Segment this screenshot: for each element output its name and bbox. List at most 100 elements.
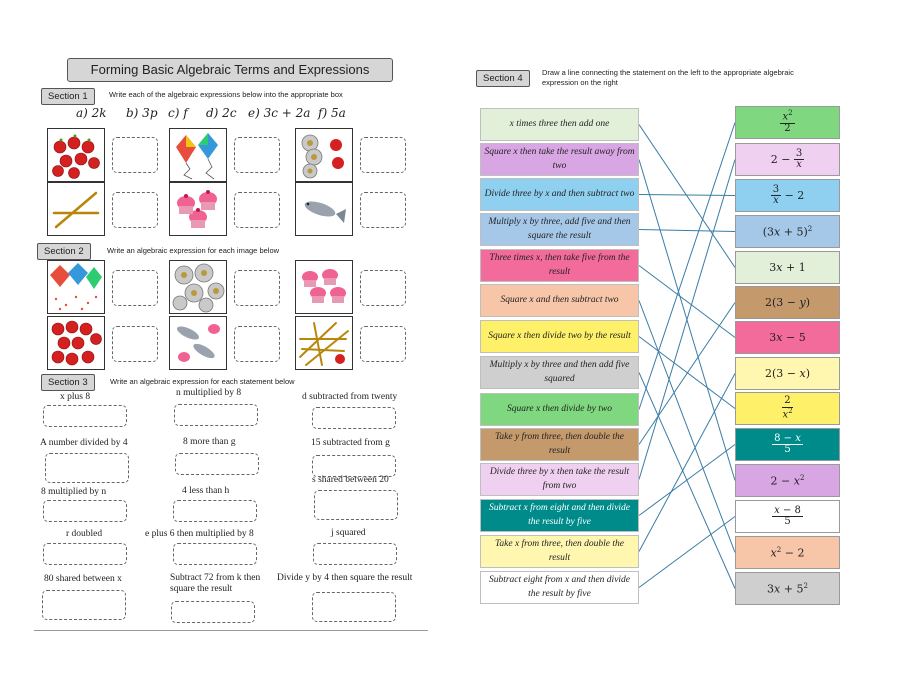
expression-e: e) 3c + 2a xyxy=(248,106,311,120)
statement-box[interactable]: Multiply x by three, add five and then s… xyxy=(480,213,639,246)
statement-answer-4-1[interactable] xyxy=(43,543,127,565)
statement-text: Take x from three, then double the resul… xyxy=(494,538,624,563)
answer-box-11[interactable] xyxy=(234,326,280,362)
coins-icon xyxy=(169,260,227,314)
expression-text: 2 x2 xyxy=(782,395,793,421)
answer-box-2[interactable] xyxy=(234,137,280,173)
answer-box-7[interactable] xyxy=(112,270,158,306)
statement-box[interactable]: Square x then divide by two xyxy=(480,393,639,426)
statement-answer-4-2[interactable] xyxy=(173,543,257,565)
section2-label: Section 2 xyxy=(37,243,91,260)
connection-line xyxy=(638,265,736,338)
section1-label: Section 1 xyxy=(41,88,95,105)
statement-answer-4-3[interactable] xyxy=(313,543,397,565)
statement-answer-3-1[interactable] xyxy=(43,500,127,522)
statement-box[interactable]: Three times x, then take five from the r… xyxy=(480,249,639,282)
expression-box[interactable]: 2(3 − x) xyxy=(735,357,840,390)
answer-box-5[interactable] xyxy=(234,192,280,228)
statement-answer-3-2[interactable] xyxy=(173,500,257,522)
statement-answer-2-3[interactable] xyxy=(312,455,396,477)
kites-and-dots-icon xyxy=(47,260,105,314)
statement-box[interactable]: Square x then divide two by the result xyxy=(480,320,639,353)
statement-text: Square x then divide by two xyxy=(507,403,612,414)
answer-box-12[interactable] xyxy=(360,326,406,362)
expression-text: 3x − 5 xyxy=(769,331,806,344)
section1-instruction: Write each of the algebraic expressions … xyxy=(109,90,343,99)
expression-box[interactable]: 2 x2 xyxy=(735,392,840,425)
statement-text: Divide three by x and then subtract two xyxy=(484,188,635,199)
statement-text: Square x then take the result away from … xyxy=(484,146,635,171)
answer-box-8[interactable] xyxy=(234,270,280,306)
statement-box[interactable]: Take x from three, then double the resul… xyxy=(480,535,639,568)
statement-4-1: r doubled xyxy=(66,529,103,539)
connection-line xyxy=(638,373,736,552)
statement-answer-5-2[interactable] xyxy=(171,601,255,623)
expression-text: 2(3 − y) xyxy=(764,296,810,309)
answer-box-10[interactable] xyxy=(112,326,158,362)
statement-text: Subtract eight from x and then divide th… xyxy=(488,574,631,599)
statement-answer-1-3[interactable] xyxy=(312,407,396,429)
statement-answer-1-1[interactable] xyxy=(43,405,127,427)
expression-d: d) 2c xyxy=(206,106,237,120)
answer-box-9[interactable] xyxy=(360,270,406,306)
statement-answer-2-2[interactable] xyxy=(175,453,259,475)
section4-instruction: Draw a line connecting the statement on … xyxy=(542,68,794,88)
expression-box[interactable]: x2 − 2 xyxy=(735,536,840,569)
statement-5-3: Divide y by 4 then square the result xyxy=(277,573,413,583)
expression-box[interactable]: 2 − x2 xyxy=(735,464,840,497)
statement-box[interactable]: Divide three by x then take the result f… xyxy=(480,463,639,496)
expression-text: x2 − 2 xyxy=(770,545,805,560)
statement-5-2: Subtract 72 from k then square the resul… xyxy=(170,573,261,595)
statement-answer-5-3[interactable] xyxy=(312,592,396,622)
statement-3-1: 8 multiplied by n xyxy=(41,487,107,497)
section2-instruction: Write an algebraic expression for each i… xyxy=(107,246,280,255)
answer-box-3[interactable] xyxy=(360,137,406,173)
statement-box[interactable]: Divide three by x and then subtract two xyxy=(480,178,639,211)
expression-box[interactable]: 2(3 − y) xyxy=(735,286,840,319)
statement-3-2: 4 less than h xyxy=(182,486,230,496)
statement-box[interactable]: Square x then take the result away from … xyxy=(480,143,639,176)
section1-expressions: a) 2k b) 3p c) f d) 2c e) 3c + 2a f) 5a xyxy=(76,106,376,122)
connection-line xyxy=(638,194,736,196)
statement-4-2: e plus 6 then multiplied by 8 xyxy=(145,529,254,539)
statement-answer-3-3[interactable] xyxy=(314,490,398,520)
statement-box[interactable]: Take y from three, then double the resul… xyxy=(480,428,639,461)
connection-line xyxy=(638,302,736,445)
expression-box[interactable]: x2 2 xyxy=(735,106,840,139)
expression-b: b) 3p xyxy=(126,106,158,120)
answer-box-6[interactable] xyxy=(360,192,406,228)
cupcakes-icon xyxy=(169,182,227,236)
statement-box[interactable]: Multiply x by three and then add five sq… xyxy=(480,356,639,389)
statement-box[interactable]: Subtract x from eight and then divide th… xyxy=(480,499,639,532)
expression-box[interactable]: 3x + 52 xyxy=(735,572,840,605)
statement-text: Subtract x from eight and then divide th… xyxy=(488,502,631,527)
statement-4-3: j squared xyxy=(331,528,366,538)
statement-text: Multiply x by three, add five and then s… xyxy=(488,216,631,241)
statement-answer-5-1[interactable] xyxy=(42,590,126,620)
apples-icon xyxy=(47,316,105,370)
statement-answer-1-2[interactable] xyxy=(174,404,258,426)
statement-box[interactable]: x times three then add one xyxy=(480,108,639,141)
connection-line xyxy=(638,372,736,589)
answer-box-1[interactable] xyxy=(112,137,158,173)
expression-box[interactable]: (3x + 5)2 xyxy=(735,215,840,248)
page-divider xyxy=(34,630,428,631)
statement-answer-2-1[interactable] xyxy=(45,453,129,483)
worksheet-title: Forming Basic Algebraic Terms and Expres… xyxy=(67,58,393,82)
expression-box[interactable]: 3x + 1 xyxy=(735,251,840,284)
expression-box[interactable]: 3x − 5 xyxy=(735,321,840,354)
statement-box[interactable]: Subtract eight from x and then divide th… xyxy=(480,571,639,604)
statement-5-1: 80 shared between x xyxy=(44,574,122,584)
statement-1-3: d subtracted from twenty xyxy=(302,392,398,402)
expression-text: x2 2 xyxy=(780,109,795,135)
connection-line xyxy=(638,159,736,481)
statement-box[interactable]: Square x and then subtract two xyxy=(480,284,639,317)
answer-box-4[interactable] xyxy=(112,192,158,228)
statement-text: Divide three by x then take the result f… xyxy=(489,466,630,491)
